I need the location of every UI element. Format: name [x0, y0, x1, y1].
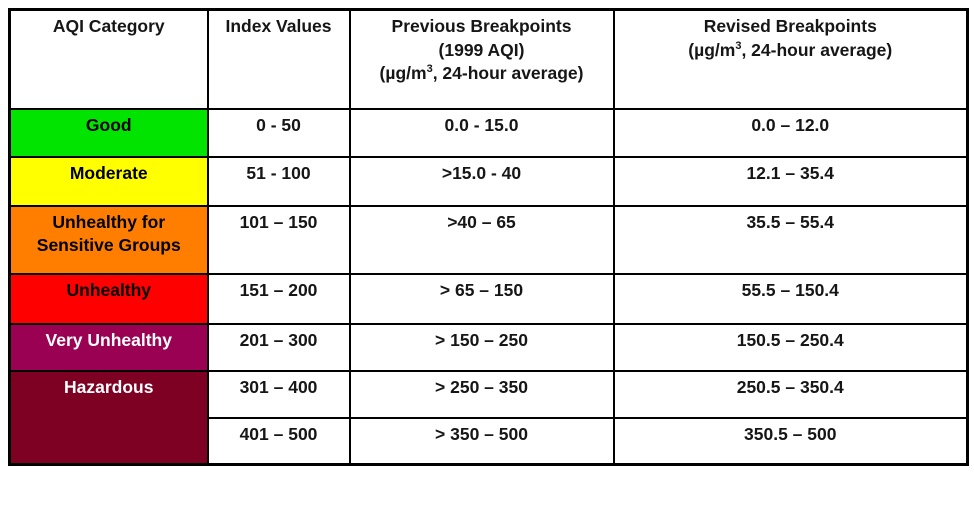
revised-cell-unhealthy-sensitive-groups: 35.5 – 55.4	[612, 204, 969, 275]
previous-cell-very-unhealthy: > 150 – 250	[348, 322, 615, 372]
revised-cell-unhealthy: 55.5 – 150.4	[612, 272, 969, 325]
previous-cell-hazardous-2: > 350 – 500	[348, 416, 615, 466]
table-row-hazardous-1: Hazardous 301 – 400 > 250 – 350 250.5 – …	[8, 369, 969, 466]
category-cell-good: Good	[8, 107, 209, 158]
category-cell-moderate: Moderate	[8, 155, 209, 207]
unit-suffix: , 24-hour average)	[741, 39, 893, 60]
unit-superscript-3: 3	[426, 63, 433, 76]
aqi-breakpoints-table: AQI Category Index Values Previous Break…	[8, 8, 969, 466]
index-cell-unhealthy-sensitive-groups: 101 – 150	[206, 204, 351, 275]
index-cell-very-unhealthy: 201 – 300	[206, 322, 351, 372]
header-previous-line1: Previous Breakpoints	[391, 16, 572, 36]
aqi-table-container: AQI Category Index Values Previous Break…	[8, 8, 969, 466]
header-index-values: Index Values	[206, 8, 351, 110]
table-row-very-unhealthy: Very Unhealthy 201 – 300 > 150 – 250 150…	[8, 322, 969, 372]
previous-cell-unhealthy-sensitive-groups: >40 – 65	[348, 204, 615, 275]
unit-suffix: , 24-hour average)	[432, 63, 584, 84]
index-cell-hazardous-2: 401 – 500	[206, 416, 351, 466]
header-aqi-category: AQI Category	[8, 8, 209, 110]
revised-cell-good: 0.0 – 12.0	[612, 107, 969, 158]
table-header-row: AQI Category Index Values Previous Break…	[8, 8, 969, 110]
table-row-good: Good 0 - 50 0.0 - 15.0 0.0 – 12.0	[8, 107, 969, 158]
unit-superscript-3: 3	[735, 39, 742, 52]
revised-cell-hazardous-1: 250.5 – 350.4	[612, 369, 969, 419]
header-revised-unit-line: (µg/m3, 24-hour average)	[621, 39, 961, 63]
table-row-hazardous-2: 401 – 500 > 350 – 500 350.5 – 500	[10, 416, 969, 466]
previous-cell-hazardous-1: > 250 – 350	[348, 369, 615, 419]
unit-prefix: (µg/m	[688, 39, 736, 60]
table-row-unhealthy: Unhealthy 151 – 200 > 65 – 150 55.5 – 15…	[8, 272, 969, 325]
table-row-moderate: Moderate 51 - 100 >15.0 - 40 12.1 – 35.4	[8, 155, 969, 207]
category-cell-unhealthy: Unhealthy	[8, 272, 209, 325]
previous-cell-moderate: >15.0 - 40	[348, 155, 615, 207]
header-revised-breakpoints: Revised Breakpoints (µg/m3, 24-hour aver…	[612, 8, 969, 110]
category-cell-hazardous: Hazardous	[8, 369, 209, 466]
revised-cell-very-unhealthy: 150.5 – 250.4	[612, 322, 969, 372]
previous-cell-unhealthy: > 65 – 150	[348, 272, 615, 325]
unit-prefix: (µg/m	[379, 63, 427, 84]
header-revised-line1: Revised Breakpoints	[703, 16, 877, 36]
index-cell-unhealthy: 151 – 200	[206, 272, 351, 325]
table-row-unhealthy-sensitive-groups: Unhealthy for Sensitive Groups 101 – 150…	[8, 204, 969, 275]
index-cell-hazardous-1: 301 – 400	[206, 369, 351, 419]
category-cell-unhealthy-sensitive-groups: Unhealthy for Sensitive Groups	[8, 204, 209, 275]
header-previous-breakpoints: Previous Breakpoints (1999 AQI) (µg/m3, …	[348, 8, 615, 110]
revised-cell-moderate: 12.1 – 35.4	[612, 155, 969, 207]
header-previous-unit-line: (µg/m3, 24-hour average)	[357, 62, 607, 86]
revised-cell-hazardous-2: 350.5 – 500	[612, 416, 969, 466]
index-cell-good: 0 - 50	[206, 107, 351, 158]
index-cell-moderate: 51 - 100	[206, 155, 351, 207]
header-previous-line2: (1999 AQI)	[438, 39, 525, 60]
category-cell-very-unhealthy: Very Unhealthy	[8, 322, 209, 372]
previous-cell-good: 0.0 - 15.0	[348, 107, 615, 158]
